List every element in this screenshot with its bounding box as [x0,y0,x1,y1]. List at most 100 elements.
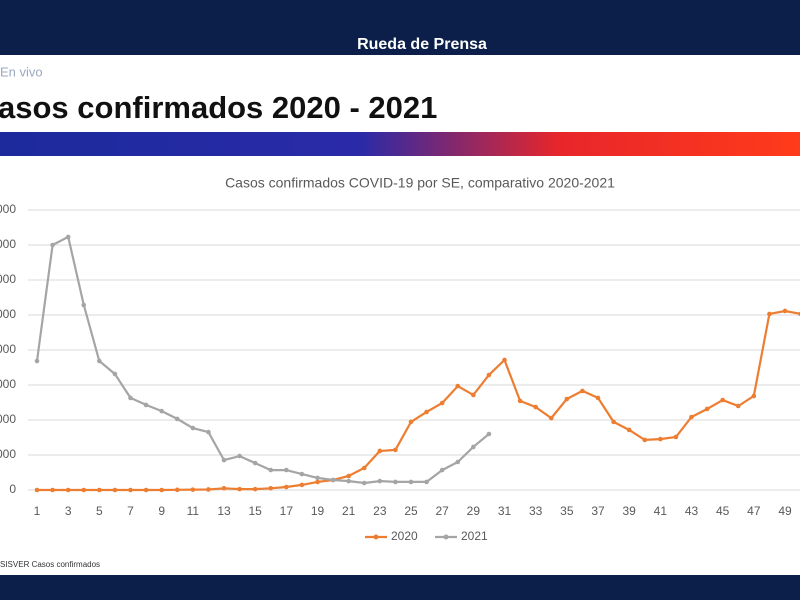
point [439,467,445,473]
live-label: En vivo [0,64,43,79]
legend-marker [373,534,379,540]
point [81,302,87,308]
point [502,357,507,363]
point [112,371,118,377]
point [393,447,398,453]
point [50,242,55,248]
point [174,416,180,422]
point [81,487,87,493]
y-tick-label: 000 [0,202,16,216]
point [174,487,180,493]
legend-label: 2020 [391,529,418,543]
y-tick-label: 000 [0,377,16,391]
x-tick-label: 7 [127,504,134,518]
point [315,479,320,485]
x-tick-label: 19 [311,504,325,518]
point [486,431,492,437]
point [97,358,102,364]
point [377,478,383,484]
point [455,459,461,465]
point [97,487,102,493]
chart-title: Casos confirmados COVID-19 por SE, compa… [225,175,615,191]
point [330,477,336,483]
point [206,487,211,492]
point [221,485,227,491]
y-tick-label: 000 [0,342,16,356]
y-tick-label: 000 [0,272,16,286]
point [439,400,445,406]
point [268,467,274,473]
legend-marker [443,534,449,540]
point [517,398,523,404]
x-tick-label: 15 [248,504,262,518]
series-line [37,309,800,492]
slide-title: asos confirmados 2020 - 2021 [0,90,437,125]
title-stripe [0,132,800,156]
point [143,487,149,493]
point [237,486,242,492]
point [455,383,461,389]
point [471,392,476,398]
point [128,487,133,493]
point [735,403,741,409]
x-tick-label: 23 [373,504,387,518]
x-tick-label: 31 [498,504,512,518]
y-tick-label: 000 [0,307,16,321]
x-tick-label: 11 [187,504,200,518]
point [268,485,274,491]
point [704,406,710,412]
x-tick-label: 13 [217,504,231,518]
point [315,475,320,481]
point [626,427,632,433]
point [221,457,227,463]
point [424,479,429,485]
point [50,487,55,493]
y-tick-label: 0 [9,482,16,496]
x-tick-label: 47 [747,504,761,518]
x-tick-label: 39 [622,504,636,518]
x-tick-label: 27 [435,504,449,518]
point [611,419,616,425]
point [471,444,476,450]
point [377,448,383,454]
point [673,434,679,440]
point [65,234,71,240]
point [767,311,772,317]
x-tick-label: 41 [654,504,668,518]
point [284,484,289,490]
x-tick-label: 3 [65,504,72,518]
point [159,487,164,493]
point [751,393,757,399]
point [112,487,118,493]
point [408,419,414,425]
x-tick-label: 33 [529,504,543,518]
x-tick-label: 45 [716,504,730,518]
point [34,358,40,364]
y-tick-label: 000 [0,237,16,251]
x-tick-label: 37 [591,504,605,518]
point [361,480,367,486]
point [190,425,196,431]
y-tick-label: 000 [0,412,16,426]
point [689,414,694,420]
x-tick-label: 21 [342,504,356,518]
point [564,396,570,402]
point [580,388,585,394]
point [206,429,211,435]
point [143,402,149,408]
x-tick-label: 49 [778,504,792,518]
point [595,395,601,401]
point [34,487,40,493]
legend-label: 2021 [461,529,488,543]
x-tick-label: 5 [96,504,103,518]
point [299,482,305,488]
point [346,473,351,479]
x-tick-label: 25 [404,504,418,518]
point [128,395,133,401]
source: SISVER Casos confirmados [0,560,100,569]
point [658,436,663,442]
point [190,487,196,492]
point [486,372,492,378]
